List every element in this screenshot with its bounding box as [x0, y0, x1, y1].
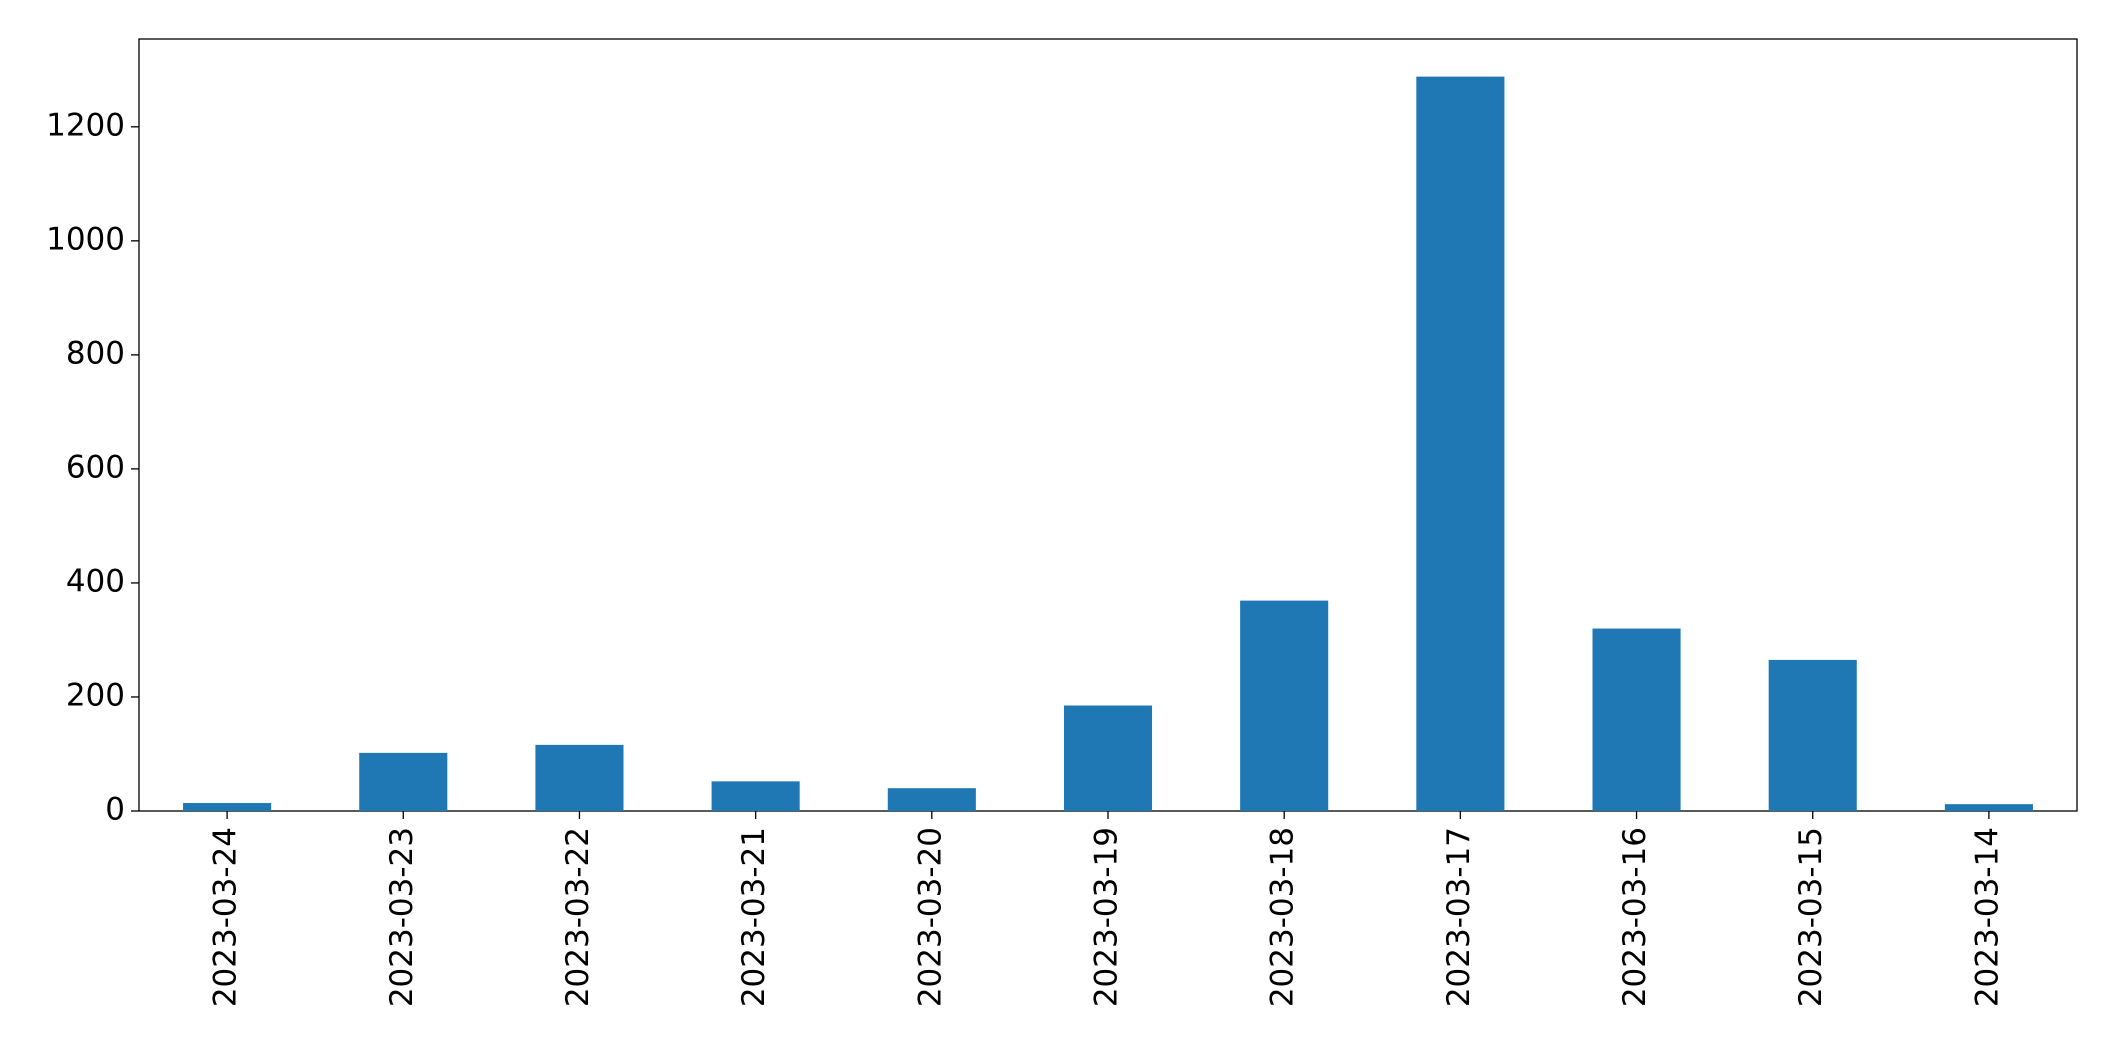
- bar: [1944, 804, 2033, 811]
- x-tick-label: 2023-03-17: [1441, 827, 1477, 1007]
- y-tick-label: 200: [66, 677, 125, 713]
- bar: [711, 781, 800, 811]
- x-tick-label: 2023-03-20: [912, 827, 948, 1007]
- bar: [1592, 628, 1681, 811]
- x-tick-label: 2023-03-14: [1969, 827, 2005, 1007]
- bar: [535, 744, 624, 811]
- x-tick-label: 2023-03-24: [208, 827, 244, 1007]
- x-tick-label: 2023-03-18: [1265, 827, 1301, 1007]
- y-tick-label: 800: [66, 335, 125, 371]
- x-tick-label: 2023-03-15: [1793, 827, 1829, 1007]
- bar: [1416, 76, 1505, 811]
- x-tick-label: 2023-03-19: [1089, 827, 1125, 1007]
- y-tick-label: 1000: [46, 221, 125, 257]
- x-tick-label: 2023-03-21: [736, 827, 772, 1007]
- bar: [1063, 705, 1153, 811]
- bar: [887, 788, 976, 811]
- y-tick-label: 0: [105, 792, 125, 828]
- y-tick-label: 600: [66, 449, 125, 485]
- bar: [1240, 600, 1329, 811]
- x-tick-label: 2023-03-23: [384, 827, 420, 1007]
- x-tick-label: 2023-03-16: [1617, 827, 1653, 1007]
- bar: [359, 752, 448, 811]
- x-tick-label: 2023-03-22: [560, 827, 596, 1007]
- bar: [1768, 659, 1857, 811]
- y-tick-label: 400: [66, 563, 125, 599]
- y-tick-label: 1200: [46, 107, 125, 143]
- bar: [183, 803, 272, 811]
